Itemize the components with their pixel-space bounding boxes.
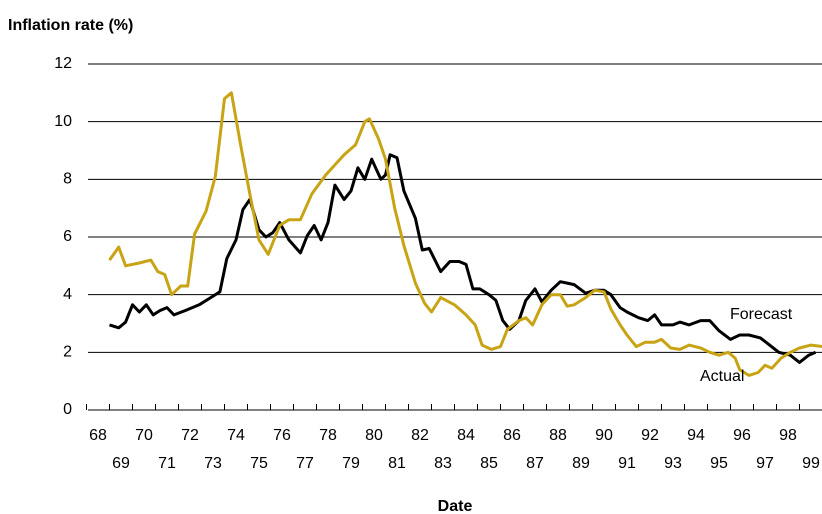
x-tick-label: 79 bbox=[342, 455, 360, 472]
y-tick-label: 6 bbox=[63, 228, 72, 245]
x-tick-label: 98 bbox=[779, 427, 797, 444]
y-tick-label: 8 bbox=[63, 171, 72, 188]
x-tick-label: 86 bbox=[503, 427, 521, 444]
x-tick-label: 82 bbox=[411, 427, 429, 444]
x-tick-label: 97 bbox=[756, 455, 774, 472]
x-tick-label: 71 bbox=[158, 455, 176, 472]
x-tick-label: 68 bbox=[89, 427, 107, 444]
x-axis-label: Date bbox=[438, 498, 473, 514]
series-label: Actual bbox=[700, 368, 744, 385]
x-tick-label: 94 bbox=[687, 427, 705, 444]
x-tick-label: 77 bbox=[296, 455, 314, 472]
x-tick-label: 80 bbox=[365, 427, 383, 444]
x-tick-label: 88 bbox=[549, 427, 567, 444]
x-tick-label: 69 bbox=[112, 455, 130, 472]
x-tick-label: 85 bbox=[480, 455, 498, 472]
x-tick-label: 95 bbox=[710, 455, 728, 472]
x-tick-label: 90 bbox=[595, 427, 613, 444]
x-tick-label: 92 bbox=[641, 427, 659, 444]
x-tick-label: 93 bbox=[664, 455, 682, 472]
y-tick-label: 0 bbox=[63, 401, 72, 418]
x-tick-label: 75 bbox=[250, 455, 268, 472]
x-tick-label: 91 bbox=[618, 455, 636, 472]
x-tick-label: 73 bbox=[204, 455, 222, 472]
x-tick-label: 74 bbox=[227, 427, 245, 444]
series-line bbox=[108, 91, 822, 377]
y-tick-label: 2 bbox=[63, 344, 72, 361]
x-tick-label: 76 bbox=[273, 427, 291, 444]
x-tick-label: 70 bbox=[135, 427, 153, 444]
x-tick-label: 87 bbox=[526, 455, 544, 472]
x-tick-label: 96 bbox=[733, 427, 751, 444]
series-label: Forecast bbox=[730, 306, 793, 323]
y-tick-label: 4 bbox=[63, 286, 72, 303]
series-line bbox=[109, 153, 817, 364]
x-tick-label: 99 bbox=[802, 455, 820, 472]
chart-title: Inflation rate (%) bbox=[8, 17, 133, 34]
x-tick-label: 72 bbox=[181, 427, 199, 444]
x-tick-label: 89 bbox=[572, 455, 590, 472]
x-tick-label: 78 bbox=[319, 427, 337, 444]
x-tick-label: 84 bbox=[457, 427, 475, 444]
x-tick-label: 83 bbox=[434, 455, 452, 472]
y-tick-label: 10 bbox=[54, 113, 72, 130]
x-tick-label: 81 bbox=[388, 455, 406, 472]
y-tick-label: 12 bbox=[54, 55, 72, 72]
